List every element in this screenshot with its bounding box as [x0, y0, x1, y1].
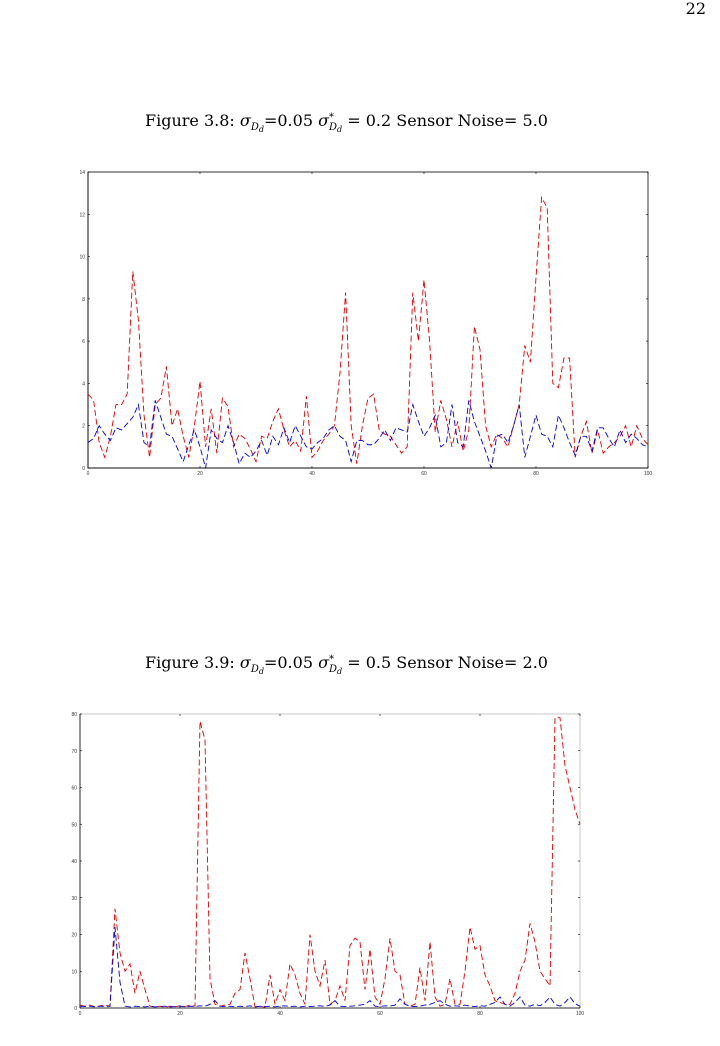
caption-text: d — [259, 125, 264, 134]
caption-text: σ — [318, 653, 330, 672]
caption-text: D — [328, 122, 337, 133]
y-tick-label: 60 — [71, 786, 77, 792]
x-tick-label: 0 — [79, 1011, 82, 1017]
y-tick-label: 14 — [79, 170, 85, 176]
y-tick-label: 30 — [71, 896, 77, 902]
caption-text: d — [337, 125, 342, 134]
data-line — [87, 195, 649, 464]
y-tick-label: 2 — [82, 424, 85, 430]
x-tick-label: 20 — [197, 471, 203, 477]
y-tick-label: 40 — [71, 859, 77, 865]
data-line — [79, 927, 581, 1008]
x-tick-label: 100 — [644, 471, 653, 477]
y-tick-label: 50 — [71, 822, 77, 828]
x-tick-label: 40 — [309, 471, 315, 477]
plot-frame — [79, 713, 581, 1009]
caption-text: * — [329, 654, 334, 665]
x-tick-label: 40 — [277, 1011, 283, 1017]
figure-caption: Figure 3.9: σDd=0.05 σ* Dd = 0.5 Sensor N… — [145, 653, 548, 676]
y-tick-label: 10 — [79, 255, 85, 261]
y-tick-label: 0 — [82, 466, 85, 472]
data-line — [87, 400, 649, 469]
caption-text: D — [250, 122, 259, 133]
y-tick-label: 70 — [71, 749, 77, 755]
caption-text: = 0.2 Sensor Noise= 5.0 — [342, 111, 548, 130]
x-tick-label: 20 — [177, 1011, 183, 1017]
caption-text: σ — [318, 111, 330, 130]
x-tick-label: 100 — [576, 1011, 585, 1017]
x-tick-label: 80 — [477, 1011, 483, 1017]
y-tick-label: 80 — [71, 712, 77, 718]
x-tick-label: 80 — [533, 471, 539, 477]
x-tick-label: 0 — [87, 471, 90, 477]
caption-text: d — [259, 667, 264, 676]
caption-text: = 0.5 Sensor Noise= 2.0 — [342, 653, 548, 672]
caption-text: D — [328, 664, 337, 675]
y-tick-label: 12 — [79, 212, 85, 218]
y-tick-label: 10 — [71, 969, 77, 975]
figure-caption: Figure 3.8: σDd=0.05 σ* Dd = 0.2 Sensor N… — [145, 111, 548, 134]
caption-text: * — [329, 112, 334, 123]
caption-text: σ — [240, 653, 252, 672]
caption-text: Figure 3.9: — [145, 653, 240, 672]
caption-text: σ — [240, 111, 252, 130]
y-tick-label: 0 — [74, 1006, 77, 1012]
caption-text: d — [337, 667, 342, 676]
caption-text: =0.05 — [264, 653, 318, 672]
caption-text: Figure 3.8: — [145, 111, 240, 130]
x-tick-label: 60 — [377, 1011, 383, 1017]
x-tick-label: 60 — [421, 471, 427, 477]
y-tick-label: 20 — [71, 933, 77, 939]
page-number: 22 — [686, 0, 706, 18]
y-tick-label: 4 — [82, 381, 85, 387]
data-line — [79, 717, 581, 1008]
y-tick-label: 8 — [82, 297, 85, 303]
y-tick-label: 6 — [82, 339, 85, 345]
caption-text: =0.05 — [264, 111, 318, 130]
caption-text: D — [250, 664, 259, 675]
